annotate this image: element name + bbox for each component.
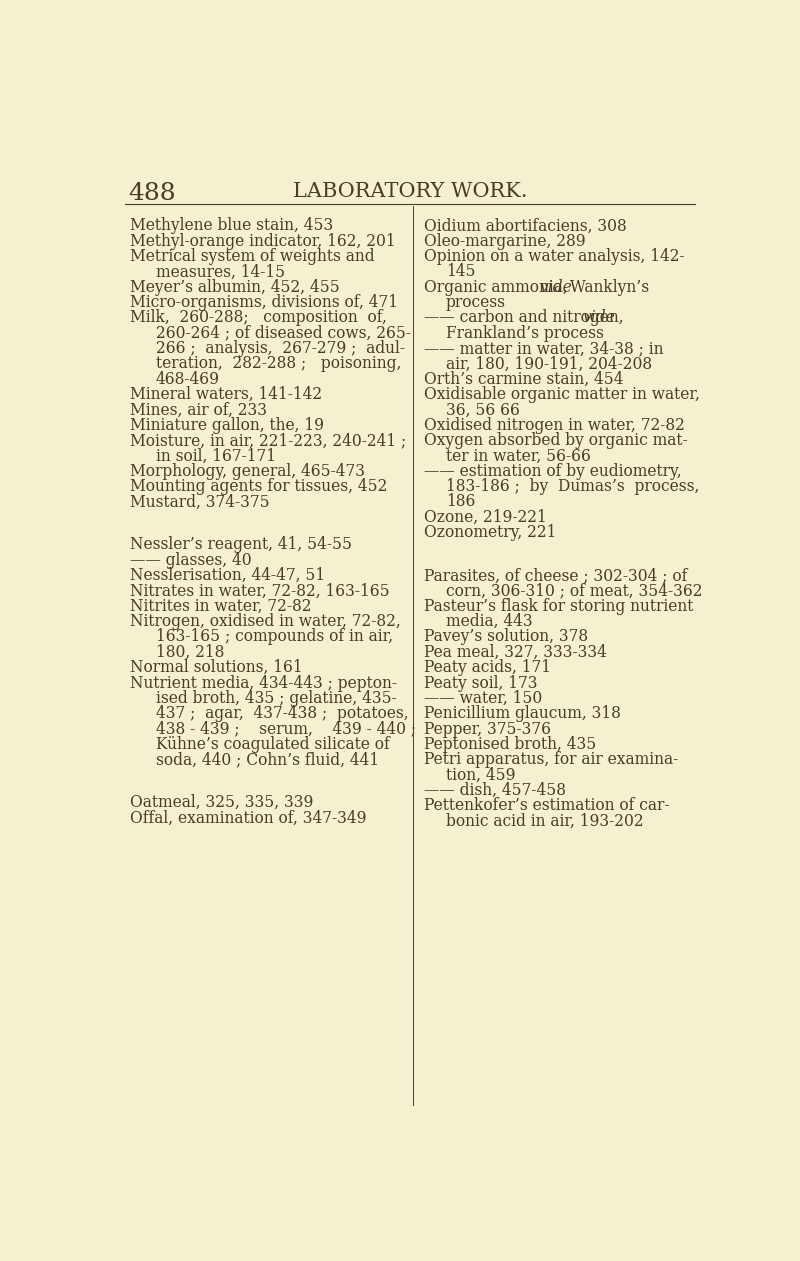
Text: 488: 488	[128, 183, 175, 206]
Text: Miniature gallon, the, 19: Miniature gallon, the, 19	[130, 417, 324, 434]
Text: air, 180, 190-191, 204-208: air, 180, 190-191, 204-208	[446, 356, 652, 372]
Text: Oidium abortifaciens, 308: Oidium abortifaciens, 308	[424, 217, 627, 235]
Text: Penicillium glaucum, 318: Penicillium glaucum, 318	[424, 705, 621, 723]
Text: tion, 459: tion, 459	[446, 767, 515, 783]
Text: Pea meal, 327, 333-334: Pea meal, 327, 333-334	[424, 644, 607, 661]
Text: Pettenkofer’s estimation of car-: Pettenkofer’s estimation of car-	[424, 797, 670, 815]
Text: process: process	[446, 294, 506, 311]
Text: ised broth, 435 ; gelatine, 435-: ised broth, 435 ; gelatine, 435-	[156, 690, 397, 707]
Text: ter in water, 56-66: ter in water, 56-66	[446, 448, 591, 464]
Text: 468-469: 468-469	[156, 371, 220, 388]
Text: Peaty soil, 173: Peaty soil, 173	[424, 675, 538, 691]
Text: Metrical system of weights and: Metrical system of weights and	[130, 248, 374, 265]
Text: Oxidised nitrogen in water, 72-82: Oxidised nitrogen in water, 72-82	[424, 417, 685, 434]
Text: —— estimation of by eudiometry,: —— estimation of by eudiometry,	[424, 463, 682, 479]
Text: Opinion on a water analysis, 142-: Opinion on a water analysis, 142-	[424, 248, 685, 265]
Text: Mineral waters, 141-142: Mineral waters, 141-142	[130, 386, 322, 404]
Text: Normal solutions, 161: Normal solutions, 161	[130, 660, 302, 676]
Text: bonic acid in air, 193-202: bonic acid in air, 193-202	[446, 812, 643, 830]
Text: Oxygen absorbed by organic mat-: Oxygen absorbed by organic mat-	[424, 433, 688, 449]
Text: Organic ammonia,: Organic ammonia,	[424, 279, 573, 296]
Text: 260-264 ; of diseased cows, 265-: 260-264 ; of diseased cows, 265-	[156, 325, 411, 342]
Text: Ozonometry, 221: Ozonometry, 221	[424, 525, 557, 541]
Text: Pasteur’s flask for storing nutrient: Pasteur’s flask for storing nutrient	[424, 598, 694, 615]
Text: Petri apparatus, for air examina-: Petri apparatus, for air examina-	[424, 752, 678, 768]
Text: corn, 306-310 ; of meat, 354-362: corn, 306-310 ; of meat, 354-362	[446, 583, 702, 599]
Text: Orth’s carmine stain, 454: Orth’s carmine stain, 454	[424, 371, 624, 388]
Text: Oleo-margarine, 289: Oleo-margarine, 289	[424, 233, 586, 250]
Text: Parasites, of cheese ; 302-304 ; of: Parasites, of cheese ; 302-304 ; of	[424, 567, 688, 584]
Text: Methylene blue stain, 453: Methylene blue stain, 453	[130, 217, 333, 235]
Text: vide: vide	[582, 309, 615, 327]
Text: 437 ;  agar,  437-438 ;  potatoes,: 437 ; agar, 437-438 ; potatoes,	[156, 705, 409, 723]
Text: Peaty acids, 171: Peaty acids, 171	[424, 660, 551, 676]
Text: Nessler’s reagent, 41, 54-55: Nessler’s reagent, 41, 54-55	[130, 536, 352, 554]
Text: —— dish, 457-458: —— dish, 457-458	[424, 782, 566, 799]
Text: Nesslerisation, 44-47, 51: Nesslerisation, 44-47, 51	[130, 567, 325, 584]
Text: Pepper, 375-376: Pepper, 375-376	[424, 720, 551, 738]
Text: 183-186 ;  by  Dumas’s  process,: 183-186 ; by Dumas’s process,	[446, 478, 699, 496]
Text: Offal, examination of, 347-349: Offal, examination of, 347-349	[130, 810, 366, 826]
Text: Mounting agents for tissues, 452: Mounting agents for tissues, 452	[130, 478, 387, 496]
Text: Ozone, 219-221: Ozone, 219-221	[424, 509, 547, 526]
Text: 266 ;  analysis,  267-279 ;  adul-: 266 ; analysis, 267-279 ; adul-	[156, 340, 405, 357]
Text: Nitrogen, oxidised in water, 72-82,: Nitrogen, oxidised in water, 72-82,	[130, 613, 401, 630]
Text: Nutrient media, 434-443 ; pepton-: Nutrient media, 434-443 ; pepton-	[130, 675, 397, 691]
Text: soda, 440 ; Cohn’s fluid, 441: soda, 440 ; Cohn’s fluid, 441	[156, 752, 379, 768]
Text: Oxidisable organic matter in water,: Oxidisable organic matter in water,	[424, 386, 700, 404]
Text: 186: 186	[446, 493, 475, 511]
Text: vide: vide	[539, 279, 572, 296]
Text: Nitrites in water, 72-82: Nitrites in water, 72-82	[130, 598, 311, 615]
Text: Pavey’s solution, 378: Pavey’s solution, 378	[424, 628, 588, 646]
Text: —— glasses, 40: —— glasses, 40	[130, 552, 251, 569]
Text: Wanklyn’s: Wanklyn’s	[565, 279, 649, 296]
Text: —— carbon and nitrogen,: —— carbon and nitrogen,	[424, 309, 629, 327]
Text: —— water, 150: —— water, 150	[424, 690, 542, 707]
Text: Oatmeal, 325, 335, 339: Oatmeal, 325, 335, 339	[130, 794, 313, 811]
Text: Kühne’s coagulated silicate of: Kühne’s coagulated silicate of	[156, 736, 390, 753]
Text: 145: 145	[446, 264, 475, 280]
Text: 438 - 439 ;    serum,    439 - 440 ;: 438 - 439 ; serum, 439 - 440 ;	[156, 720, 416, 738]
Text: —— matter in water, 34-38 ; in: —— matter in water, 34-38 ; in	[424, 340, 664, 357]
Text: Peptonised broth, 435: Peptonised broth, 435	[424, 736, 597, 753]
Text: 36, 56 66: 36, 56 66	[446, 401, 520, 419]
Text: teration,  282-288 ;   poisoning,: teration, 282-288 ; poisoning,	[156, 356, 401, 372]
Text: Mines, air of, 233: Mines, air of, 233	[130, 401, 266, 419]
Text: Mustard, 374-375: Mustard, 374-375	[130, 493, 270, 511]
Text: Morphology, general, 465-473: Morphology, general, 465-473	[130, 463, 365, 479]
Text: 163-165 ; compounds of in air,: 163-165 ; compounds of in air,	[156, 628, 393, 646]
Text: measures, 14-15: measures, 14-15	[156, 264, 285, 280]
Text: media, 443: media, 443	[446, 613, 533, 630]
Text: Frankland’s process: Frankland’s process	[446, 325, 604, 342]
Text: Nitrates in water, 72-82, 163-165: Nitrates in water, 72-82, 163-165	[130, 583, 390, 599]
Text: 180, 218: 180, 218	[156, 644, 224, 661]
Text: in soil, 167-171: in soil, 167-171	[156, 448, 276, 464]
Text: Moisture, in air, 221-223, 240-241 ;: Moisture, in air, 221-223, 240-241 ;	[130, 433, 406, 449]
Text: LABORATORY WORK.: LABORATORY WORK.	[293, 183, 527, 202]
Text: Micro-organisms, divisions of, 471: Micro-organisms, divisions of, 471	[130, 294, 398, 311]
Text: Meyer’s albumin, 452, 455: Meyer’s albumin, 452, 455	[130, 279, 339, 296]
Text: Milk,  260-288;   composition  of,: Milk, 260-288; composition of,	[130, 309, 386, 327]
Text: Methyl-orange indicator, 162, 201: Methyl-orange indicator, 162, 201	[130, 233, 395, 250]
